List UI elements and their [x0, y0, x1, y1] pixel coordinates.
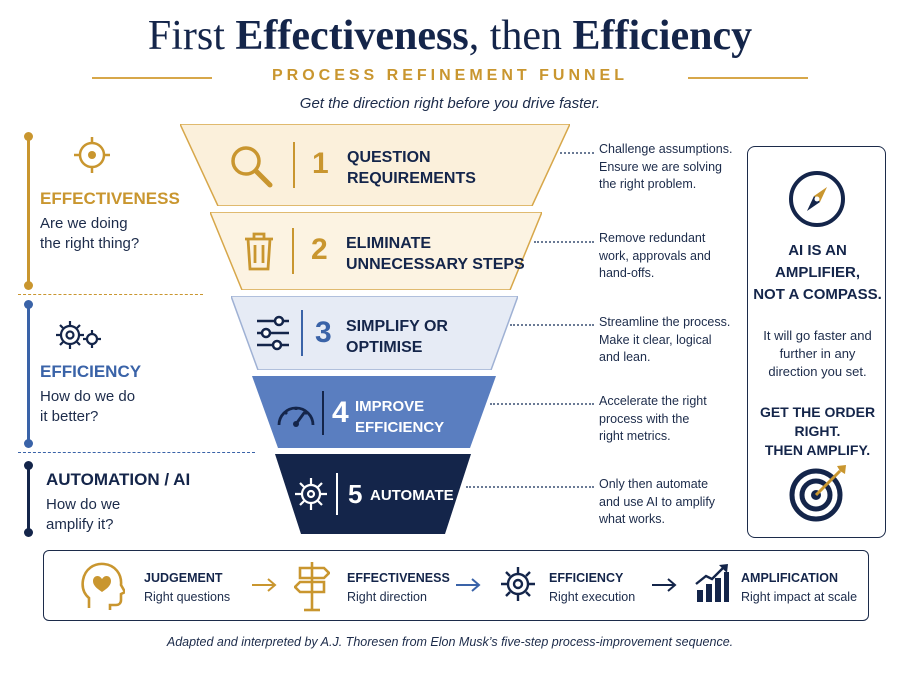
- flow-subtitle-4: Right impact at scale: [741, 590, 858, 604]
- target-arrow-icon: [789, 465, 846, 522]
- stage-description-1: Challenge assumptions. Ensure we are solv…: [599, 142, 733, 191]
- divider-efficiency: [18, 452, 255, 453]
- panel-body: It will go faster and further in any direc…: [763, 328, 872, 379]
- stage-description-2: Remove redundant work, approvals and hand-…: [599, 231, 711, 280]
- sliders-icon: [257, 315, 289, 351]
- trash-icon: [245, 232, 273, 271]
- connector-3: [510, 324, 594, 326]
- ai-amplifier-panel: AI IS AN AMPLIFIER, NOT A COMPASS. It will…: [747, 146, 886, 538]
- section-question-automation: How do we amplify it?: [46, 496, 121, 533]
- stage-description-5: Only then automate and use AI to amplify w…: [599, 477, 716, 526]
- efficiency-rail: [24, 300, 33, 448]
- effectiveness-rail: [24, 132, 33, 290]
- flow-title-2: EFFECTIVENESS: [347, 571, 450, 585]
- section-title-efficiency: EFFICIENCY: [40, 362, 142, 381]
- page-title: First Effectiveness, then Efficiency: [147, 13, 753, 59]
- panel-closing: GET THE ORDER RIGHT. THEN AMPLIFY.: [759, 404, 876, 458]
- flow-title-1: JUDGEMENT: [144, 571, 223, 585]
- gear-icon: [501, 567, 535, 601]
- footer-credit: Adapted and interpreted by A.J. Thoresen…: [166, 635, 734, 649]
- subtitle-rule-left: [92, 77, 212, 79]
- ai-chip-icon: [295, 478, 327, 510]
- gears-icon: [56, 321, 101, 349]
- flow-title-4: AMPLIFICATION: [741, 571, 838, 585]
- funnel-stage-3: 3 SIMPLIFY OR OPTIMISE: [231, 296, 518, 370]
- stage-label: QUESTION REQUIREMENTS: [347, 149, 476, 187]
- funnel-stage-4: 4 IMPROVE EFFICIENCY: [252, 376, 496, 448]
- automation-rail: [24, 461, 33, 537]
- stage-number: 3: [315, 316, 332, 349]
- stage-label: AUTOMATE: [370, 487, 454, 504]
- connector-4: [490, 403, 594, 405]
- tagline: Get the direction right before you drive…: [299, 95, 601, 112]
- connector-2: [534, 241, 594, 243]
- signpost-icon: [294, 562, 330, 612]
- compass-icon: [789, 171, 845, 227]
- flow-subtitle-2: Right direction: [347, 590, 427, 604]
- stage-label: IMPROVE EFFICIENCY: [355, 398, 445, 436]
- panel-headline: AI IS AN AMPLIFIER, NOT A COMPASS.: [753, 242, 882, 303]
- subtitle: PROCESS REFINEMENT FUNNEL: [271, 67, 628, 84]
- funnel-stage-2: 2 ELIMINATE UNNECESSARY STEPS: [210, 212, 542, 290]
- stage-label: SIMPLIFY OR OPTIMISE: [346, 318, 448, 356]
- stage-number: 4: [332, 396, 349, 429]
- stage-label: ELIMINATE UNNECESSARY STEPS: [346, 235, 525, 273]
- head-heart-icon: [81, 562, 125, 610]
- target-icon: [74, 137, 110, 173]
- stage-number: 5: [348, 479, 363, 509]
- divider-effectiveness: [18, 294, 203, 295]
- subtitle-rule-right: [688, 77, 808, 79]
- magnifier-icon: [231, 146, 273, 188]
- section-question-efficiency: How do we do it better?: [40, 388, 136, 425]
- stage-description-4: Accelerate the right process with the righ…: [599, 394, 707, 443]
- growth-chart-icon: [695, 564, 729, 602]
- flow-subtitle-3: Right execution: [549, 590, 636, 604]
- stage-number: 1: [312, 147, 329, 180]
- arrow-right-icon: [252, 578, 277, 592]
- funnel-stage-5: 5 AUTOMATE: [275, 454, 471, 534]
- funnel-stage-1: 1 QUESTION REQUIREMENTS: [180, 124, 570, 206]
- flow-title-3: EFFICIENCY: [549, 571, 624, 585]
- flow-panel: JUDGEMENT Right questions EFFECTIVENESS …: [43, 550, 869, 621]
- arrow-right-icon: [456, 578, 481, 592]
- arrow-right-icon: [652, 578, 677, 592]
- section-title-effectiveness: EFFECTIVENESS: [40, 189, 180, 208]
- section-question-effectiveness: Are we doing the right thing?: [40, 215, 140, 252]
- flow-subtitle-1: Right questions: [144, 590, 231, 604]
- section-title-automation: AUTOMATION / AI: [46, 470, 191, 489]
- stage-number: 2: [311, 233, 328, 266]
- connector-5: [466, 486, 594, 488]
- stage-description-3: Streamline the process. Make it clear, lo…: [599, 315, 731, 364]
- connector-1: [560, 152, 594, 154]
- speedometer-icon: [277, 406, 315, 427]
